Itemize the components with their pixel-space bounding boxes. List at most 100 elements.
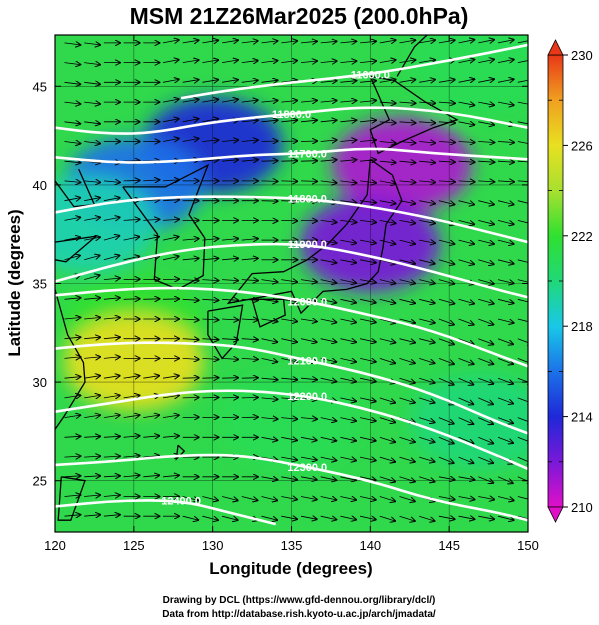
wind-vector <box>281 101 297 103</box>
wind-vector <box>340 319 356 322</box>
wind-vector <box>281 497 297 500</box>
wind-vector <box>103 515 120 517</box>
coastline-segment-3 <box>207 304 244 360</box>
wind-vector <box>438 318 454 325</box>
wind-vector <box>517 160 528 163</box>
contour-label-7: 12200.0 <box>287 391 327 403</box>
wind-vector <box>202 80 218 83</box>
wind-vector <box>419 102 435 103</box>
wind-vector <box>419 220 435 223</box>
wind-vector <box>399 456 415 462</box>
wind-vector <box>517 259 528 264</box>
wind-vector <box>300 497 317 500</box>
wind-vector <box>64 237 81 240</box>
wind-vector <box>379 358 395 363</box>
wind-vector <box>281 319 297 322</box>
wind-vector <box>360 437 376 441</box>
wind-vector <box>261 41 278 43</box>
wind-vector <box>478 220 494 224</box>
wind-vector <box>438 497 455 500</box>
wind-vector <box>320 140 337 142</box>
x-tick-label: 145 <box>438 538 460 553</box>
x-tick-label: 140 <box>359 538 381 553</box>
wind-vector <box>281 418 297 420</box>
wind-vector <box>320 418 337 421</box>
wind-vector <box>478 161 494 162</box>
wind-vector <box>478 102 494 105</box>
wind-vector <box>497 79 514 82</box>
wind-vector <box>497 239 514 244</box>
colorbar-tick-label: 218 <box>571 319 593 334</box>
wind-vector <box>497 220 514 224</box>
wind-vector <box>222 280 238 281</box>
wind-vector <box>123 376 140 379</box>
wind-vector <box>379 220 396 223</box>
wind-vector <box>241 378 258 379</box>
wind-vector <box>340 220 356 222</box>
wind-vector <box>202 417 218 418</box>
wind-vector <box>360 516 376 519</box>
wind-vector <box>360 398 376 401</box>
wind-vector <box>84 395 100 398</box>
wind-vector <box>458 259 474 264</box>
contour-label-8: 12300.0 <box>287 462 327 474</box>
wind-vector <box>419 201 435 204</box>
wind-vector <box>458 338 474 345</box>
wind-vector <box>64 63 81 65</box>
wind-vector <box>320 181 337 183</box>
wind-vector <box>222 319 238 320</box>
wind-vector <box>360 280 376 283</box>
wind-vector <box>517 338 528 345</box>
wind-vector <box>399 476 415 482</box>
wind-vector <box>103 357 120 359</box>
wind-vector <box>497 377 513 384</box>
wind-vector <box>497 436 513 443</box>
wind-vector <box>478 79 494 82</box>
wind-vector <box>458 516 475 519</box>
wind-vector <box>517 200 528 205</box>
wind-vector <box>340 378 356 381</box>
y-axis-ticks: 25 30 35 40 45 <box>33 79 528 489</box>
wind-vector <box>320 457 337 460</box>
wind-vector <box>497 298 514 303</box>
wind-vector <box>497 142 514 143</box>
wind-vector <box>438 338 454 345</box>
wind-vector <box>379 338 396 343</box>
wind-vector <box>399 318 416 323</box>
wind-vector <box>143 415 159 418</box>
wind-vectors <box>64 40 528 521</box>
wind-vector <box>399 338 416 343</box>
wind-vector <box>478 436 493 443</box>
wind-vector <box>162 99 179 102</box>
wind-vector <box>222 515 238 520</box>
wind-vector <box>438 516 455 519</box>
contour-label-0: 11600.0 <box>351 69 390 81</box>
wind-vector <box>84 256 99 261</box>
wind-vector <box>182 339 199 340</box>
wind-vector <box>517 358 528 364</box>
wind-vector <box>340 160 356 162</box>
wind-vector <box>261 339 278 342</box>
wind-vector <box>123 395 140 398</box>
wind-vector <box>517 142 528 145</box>
wind-vector <box>399 40 416 43</box>
wind-vector <box>379 456 395 462</box>
contour-line-5 <box>55 286 528 368</box>
wind-vector <box>340 299 356 302</box>
wind-vector <box>419 358 434 363</box>
y-tick-label: 35 <box>33 277 47 292</box>
wind-vector <box>84 415 100 418</box>
wind-vector <box>379 181 396 184</box>
wind-vector <box>517 476 528 483</box>
wind-vector <box>84 376 100 379</box>
contour-label-3: 11800.0 <box>288 194 327 206</box>
wind-vector <box>320 260 337 263</box>
wind-vector <box>478 476 493 483</box>
wind-vector <box>360 41 376 43</box>
wind-vector <box>360 339 376 342</box>
wind-vector <box>438 298 454 303</box>
temperature-patch-9 <box>410 35 528 115</box>
wind-vector <box>320 160 337 162</box>
wind-vector <box>241 120 258 122</box>
wind-vector <box>103 436 120 437</box>
